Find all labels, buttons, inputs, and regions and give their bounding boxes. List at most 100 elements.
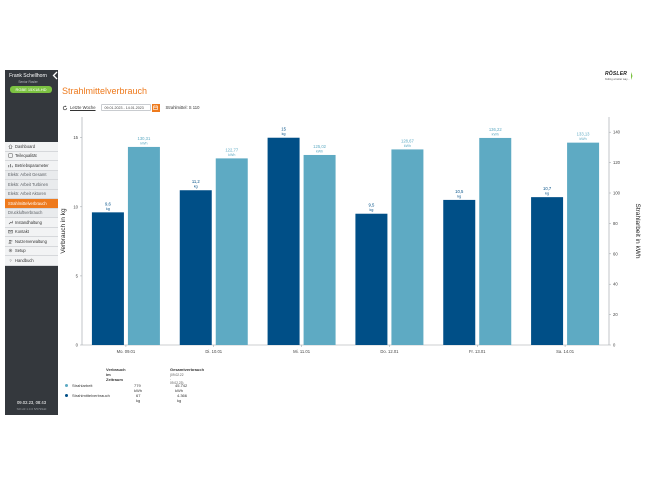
bar-value-label: 122,77	[225, 147, 238, 152]
last-week-link[interactable]: Letzte Woche	[70, 105, 96, 110]
y2-tick-label: 140	[613, 130, 621, 135]
user-role: Senior Rosler	[18, 80, 38, 84]
summary-row-name: Strahlarbeit	[72, 383, 93, 388]
calendar-button[interactable]	[151, 103, 160, 112]
sidebar-item-setup[interactable]: Setup	[5, 247, 58, 256]
sidebar-item-handbuch[interactable]: ? Handbuch	[5, 256, 58, 266]
bar-value-label: 10,5	[455, 189, 464, 194]
logo-slogan: finding a better way...	[605, 78, 630, 81]
sidebar-item-teilequalitaet[interactable]: Teilequalität	[5, 152, 58, 161]
summary-header-total: Gesamtverbrauch	[170, 367, 205, 372]
y2-tick-label: 0	[613, 343, 616, 348]
x-tick-label: Sa. 14.01	[556, 349, 575, 354]
sidebar-item-arbeit-turbinen[interactable]: Elektr. Arbeit Turbinen	[5, 180, 58, 190]
sidebar-item-betriebsparameter[interactable]: Betriebsparameter	[5, 161, 58, 171]
y2-tick-label: 120	[613, 160, 621, 165]
rosler-logo	[631, 72, 633, 80]
bar-unit-label: kWh	[492, 132, 499, 136]
bar-strahlarbeit	[215, 158, 248, 345]
summary-header-period: Verbrauch im Zeitraum	[106, 367, 126, 382]
users-icon	[8, 239, 13, 244]
bar-unit-label: kg	[545, 192, 549, 196]
gear-icon	[8, 249, 13, 253]
y2-tick-label: 40	[613, 282, 618, 287]
refresh-icon[interactable]	[62, 104, 68, 111]
sidebar-item-label: Instandhaltung	[15, 219, 42, 225]
legend-dot-strahlarbeit	[65, 384, 68, 387]
x-tick-label: Mo. 09.01	[117, 349, 136, 354]
y-axis-label: Verbrauch in kg	[60, 208, 67, 254]
current-datetime: 09.02.23, 08:43	[16, 400, 47, 405]
calendar-icon	[153, 105, 158, 110]
sidebar-item-label: Handbuch	[15, 257, 34, 263]
chevron-left-icon[interactable]	[52, 71, 58, 80]
sidebar-item-strahlmittelverbrauch[interactable]: Strahlmittelverbrauch	[5, 199, 58, 209]
wrench-icon	[8, 220, 13, 224]
bar-strahlmittelverbrauch	[91, 212, 124, 345]
bar-value-label: 10,7	[543, 186, 552, 191]
y-tick-label: 0	[76, 343, 79, 348]
sidebar-item-instandhaltung[interactable]: Instandhaltung	[5, 218, 58, 228]
sidebar: Frank Schellhorn Senior Rosler RGBE 15X1…	[5, 70, 58, 415]
bar-value-label: 130,31	[138, 136, 151, 141]
sidebar-item-dashboard[interactable]: Dashboard	[5, 142, 58, 152]
date-range-input[interactable]: 09.01.2023 - 14.01.2023	[100, 104, 151, 111]
summary-row-period: 779 kWh	[134, 383, 142, 393]
media-label: Strahlmittel: S 110	[165, 105, 200, 110]
bar-strahlmittelverbrauch	[179, 190, 212, 345]
sidebar-item-label: Druckluftverbrauch	[8, 210, 43, 216]
parts-icon	[8, 153, 13, 158]
y2-tick-label: 20	[613, 312, 618, 317]
x-tick-label: Fr. 13.01	[469, 349, 486, 354]
user-name[interactable]: Frank Schellhorn	[9, 73, 47, 79]
bar-strahlarbeit	[303, 154, 336, 345]
y2-tick-label: 60	[613, 251, 618, 256]
sidebar-menu: Dashboard Teilequalität Betriebsparamete…	[5, 142, 58, 266]
y2-axis-label: Strahlarbeit in kWh	[634, 204, 641, 259]
sidebar-item-nutzerverwaltung[interactable]: Nutzerverwaltung	[5, 237, 58, 247]
bar-strahlmittelverbrauch	[267, 137, 300, 345]
bar-unit-label: kWh	[140, 141, 147, 145]
bar-value-label: 15	[281, 127, 286, 132]
home-icon	[8, 144, 13, 149]
bar-value-label: 136,22	[489, 127, 502, 132]
bar-value-label: 128,67	[401, 138, 414, 143]
bar-unit-label: kWh	[579, 137, 586, 141]
bar-unit-label: kWh	[404, 144, 411, 148]
sidebar-item-label: Elektr. Arbeit Aktoren	[8, 191, 47, 197]
summary-row-total: 45.742 kWh	[175, 383, 188, 393]
summary-row-name: Strahlmittelverbrauch	[72, 393, 110, 398]
y-tick-label: 15	[73, 135, 78, 140]
y-tick-label: 5	[76, 273, 79, 278]
y2-tick-label: 80	[613, 221, 618, 226]
sidebar-item-kontakt[interactable]: Kontakt	[5, 228, 58, 237]
software-version: SR.H3 1.0.0 5/5799dd	[16, 407, 47, 411]
bar-strahlmittelverbrauch	[531, 197, 564, 345]
bar-strahlarbeit	[391, 149, 424, 345]
bar-strahlmittelverbrauch	[443, 199, 476, 345]
bar-unit-label: kWh	[316, 149, 323, 153]
legend-dot-strahlmittelverbrauch	[65, 394, 68, 397]
sidebar-item-arbeit-aktoren[interactable]: Elektr. Arbeit Aktoren	[5, 189, 58, 199]
machine-selector-button[interactable]: RGBE 15X18-HD	[10, 86, 52, 93]
sidebar-item-druckluftverbrauch[interactable]: Druckluftverbrauch	[5, 208, 58, 218]
help-icon: ?	[9, 258, 12, 263]
date-toolbar: Letzte Woche 09.01.2023 - 14.01.2023 Str…	[62, 103, 199, 112]
bar-unit-label: kg	[106, 207, 110, 211]
bar-strahlmittelverbrauch	[355, 213, 388, 345]
sidebar-item-label: Dashboard	[15, 143, 36, 149]
sidebar-item-arbeit-gesamt[interactable]: Elektr. Arbeit Gesamt	[5, 170, 58, 180]
sidebar-item-label: Strahlmittelverbrauch	[8, 200, 47, 206]
x-tick-label: Do. 12.01	[380, 349, 399, 354]
sidebar-item-label: Kontakt	[15, 229, 29, 235]
summary-row-period: 67 kg	[136, 393, 141, 403]
sidebar-item-label: Elektr. Arbeit Turbinen	[8, 181, 49, 187]
y2-tick-label: 100	[613, 191, 621, 196]
bar-value-label: 9,6	[105, 201, 111, 206]
bar-strahlarbeit	[479, 137, 512, 345]
sidebar-item-label: Nutzerverwaltung	[15, 238, 47, 244]
summary-header-total-range: (09.02.22 - 09.02.23)	[170, 373, 184, 385]
bar-value-label: 133,13	[577, 132, 590, 137]
bar-value-label: 9,5	[369, 203, 375, 208]
x-tick-label: Mi. 11.01	[293, 349, 311, 354]
